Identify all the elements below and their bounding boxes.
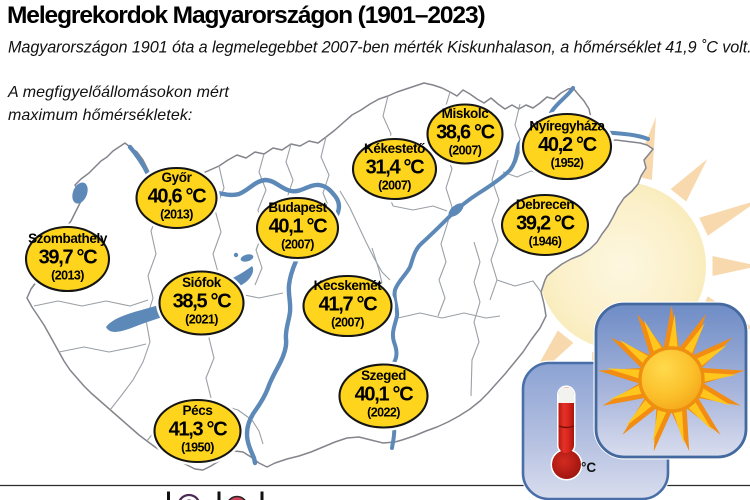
svg-text:Szeged: Szeged bbox=[361, 368, 406, 383]
svg-text:(1952): (1952) bbox=[551, 156, 584, 170]
svg-text:Budapest: Budapest bbox=[268, 200, 327, 215]
svg-text:A megfigyelőállomásokon mért: A megfigyelőállomásokon mért bbox=[7, 84, 229, 101]
svg-text:Debrecen: Debrecen bbox=[516, 197, 574, 212]
svg-text:Magyarországon 1901 óta a legm: Magyarországon 1901 óta a legmelegebbet … bbox=[8, 39, 750, 57]
svg-text:Pécs: Pécs bbox=[183, 403, 213, 418]
svg-text:(2013): (2013) bbox=[51, 269, 84, 283]
svg-text:40,2 °C: 40,2 °C bbox=[538, 134, 597, 156]
svg-text:(1946): (1946) bbox=[529, 235, 562, 249]
svg-text:Miskolc: Miskolc bbox=[442, 106, 490, 121]
svg-text:(2007): (2007) bbox=[449, 144, 482, 158]
svg-text:(1950): (1950) bbox=[181, 441, 214, 455]
svg-text:(2021): (2021) bbox=[185, 313, 218, 327]
svg-text:(2013): (2013) bbox=[160, 208, 193, 222]
svg-text:39,2 °C: 39,2 °C bbox=[516, 213, 575, 235]
svg-text:38,6 °C: 38,6 °C bbox=[436, 122, 495, 144]
svg-text:Kecskemét: Kecskemét bbox=[314, 278, 383, 293]
svg-text:maximum hőmérsékletek:: maximum hőmérsékletek: bbox=[8, 107, 192, 124]
svg-text:°C: °C bbox=[581, 460, 596, 475]
svg-text:39,7 °C: 39,7 °C bbox=[39, 247, 98, 269]
svg-text:40,6 °C: 40,6 °C bbox=[148, 186, 207, 208]
svg-text:(2007): (2007) bbox=[331, 316, 364, 330]
svg-text:Nyíregyháza: Nyíregyháza bbox=[529, 119, 605, 134]
svg-text:(2007): (2007) bbox=[281, 238, 314, 252]
svg-text:31,4 °C: 31,4 °C bbox=[366, 157, 425, 179]
svg-text:(2007): (2007) bbox=[378, 179, 411, 193]
svg-text:40,1 °C: 40,1 °C bbox=[269, 216, 328, 238]
svg-text:Szombathely: Szombathely bbox=[28, 231, 108, 246]
svg-text:41,3 °C: 41,3 °C bbox=[169, 419, 228, 441]
svg-text:Siófok: Siófok bbox=[182, 275, 222, 290]
svg-text:(2022): (2022) bbox=[367, 406, 400, 420]
svg-text:38,5 °C: 38,5 °C bbox=[173, 291, 232, 313]
svg-text:41,7 °C: 41,7 °C bbox=[319, 294, 378, 316]
svg-text:Melegrekordok Magyarországon (: Melegrekordok Magyarországon (1901–2023) bbox=[7, 2, 485, 29]
svg-text:Győr: Győr bbox=[162, 170, 193, 185]
svg-text:Kékestető: Kékestető bbox=[364, 141, 425, 156]
svg-text:40,1 °C: 40,1 °C bbox=[355, 384, 414, 406]
